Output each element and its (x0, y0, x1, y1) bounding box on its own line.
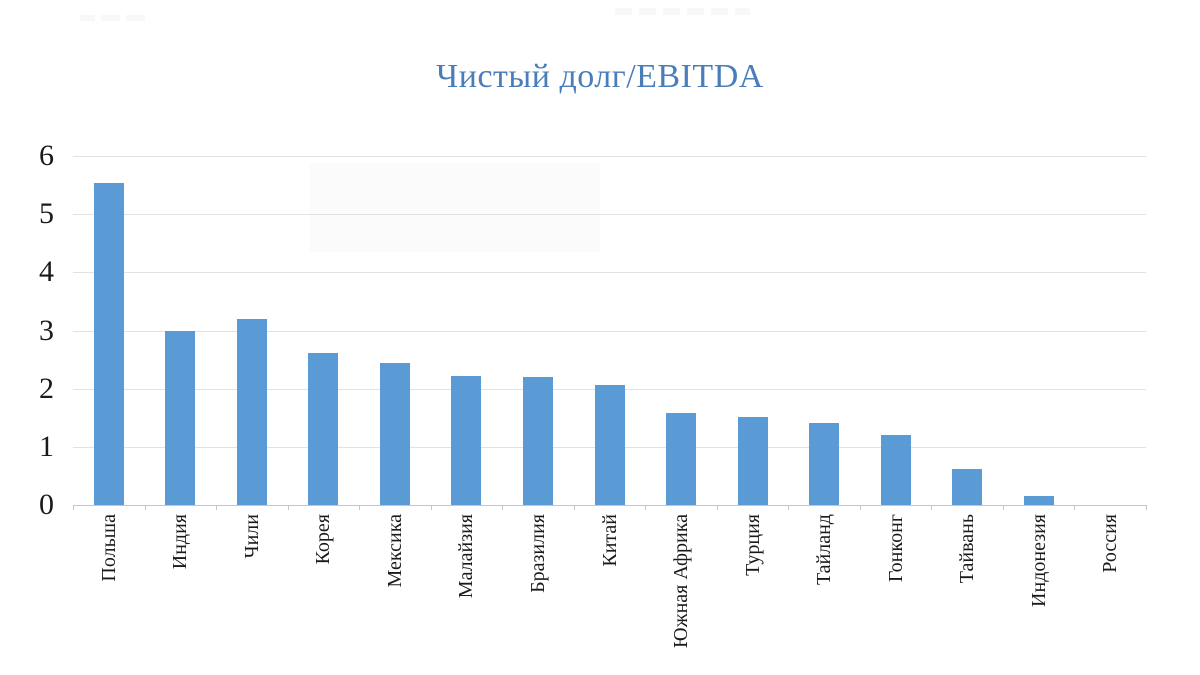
x-axis-tick (573, 505, 575, 510)
x-axis-tick (216, 505, 218, 510)
x-axis-category-label: Чили (240, 514, 263, 559)
bar-Тайвань (952, 468, 983, 505)
smudge-artifact (711, 8, 728, 15)
x-axis-category-label: Гонконг (884, 514, 907, 583)
gridline-6 (73, 156, 1146, 157)
smudge-artifact (80, 15, 95, 21)
gridline-3 (73, 330, 1146, 332)
smudge-artifact (735, 8, 750, 15)
bar-Гонконг (880, 435, 911, 505)
ghost-band-artifact (310, 163, 600, 252)
bar-Индонезия (1023, 496, 1054, 505)
smudge-artifact (663, 8, 680, 15)
x-axis-tick (287, 505, 289, 510)
x-axis-tick (1002, 505, 1004, 510)
x-axis-category-label: Польша (97, 514, 120, 582)
bar-Корея (308, 352, 339, 505)
y-axis-tick-label: 4 (39, 255, 54, 289)
bar-Турция (737, 417, 768, 505)
x-axis-tick (788, 505, 790, 510)
x-axis-category-label: Малайзия (455, 514, 478, 599)
x-axis-tick (73, 505, 74, 510)
bar-Бразилия (522, 377, 553, 505)
x-axis-category-label: Южная Африка (670, 514, 693, 649)
x-axis-category-label: Мексика (383, 514, 406, 588)
bar-Китай (594, 385, 625, 505)
x-axis-tick (1146, 505, 1147, 510)
chart-title: Чистый долг/EBITDA (436, 58, 764, 95)
x-axis-category-label: Бразилия (526, 514, 549, 593)
bar-Чили (236, 318, 267, 505)
x-axis-tick (359, 505, 361, 510)
x-axis-category-label: Тайланд (813, 514, 836, 586)
x-axis-line (73, 505, 1147, 506)
bar-Малайзия (451, 375, 482, 505)
smudge-artifact (101, 15, 120, 21)
x-axis-tick (931, 505, 933, 510)
smudge-artifact (126, 15, 145, 21)
y-axis-tick-label: 3 (39, 313, 54, 347)
x-axis-category-label: Индонезия (1027, 514, 1050, 607)
x-axis-category-label: Россия (1099, 514, 1122, 573)
x-axis-tick (859, 505, 861, 510)
bar-Мексика (379, 363, 410, 505)
y-axis-tick-label: 1 (39, 429, 54, 463)
smudge-artifact (639, 8, 656, 15)
x-axis-tick (430, 505, 432, 510)
y-axis-tick-label: 6 (39, 139, 54, 172)
bar-Тайланд (809, 422, 840, 505)
x-axis-tick (1074, 505, 1076, 510)
x-axis-tick (502, 505, 504, 510)
smudge-artifact (615, 8, 632, 15)
y-axis-tick-label: 0 (39, 488, 54, 521)
smudge-artifact (687, 8, 704, 15)
y-axis-tick-label: 2 (39, 371, 54, 405)
y-axis-tick-label: 5 (39, 197, 54, 231)
bar-Индия (165, 330, 196, 505)
gridline-5 (73, 214, 1146, 216)
x-axis-category-label: Тайвань (956, 514, 979, 584)
x-axis-category-label: Турция (741, 514, 764, 576)
gridline-4 (73, 272, 1146, 274)
x-axis-category-label: Индия (169, 514, 192, 570)
bar-Польша (93, 182, 124, 505)
x-axis-tick (144, 505, 146, 510)
x-axis-category-label: Китай (598, 514, 621, 567)
bar-Южная Африка (666, 413, 697, 505)
x-axis-category-label: Корея (312, 514, 335, 565)
x-axis-tick (716, 505, 718, 510)
x-axis-tick (645, 505, 647, 510)
